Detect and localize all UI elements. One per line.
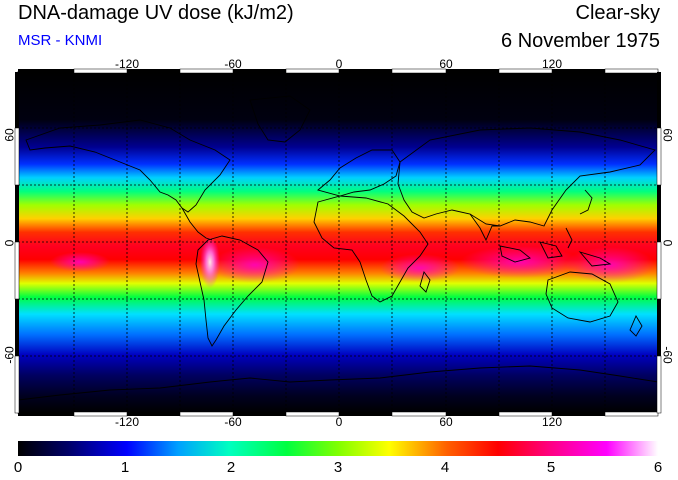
credit-label: MSR - KNMI — [18, 32, 103, 49]
colorbar-label: 2 — [226, 459, 236, 476]
lon-label-bottom: 0 — [335, 415, 343, 429]
lon-label-bottom: -60 — [224, 415, 242, 429]
lon-label-bottom: 120 — [541, 415, 563, 429]
lon-label-bottom: -120 — [114, 415, 140, 429]
colorbar-label: 3 — [333, 459, 343, 476]
colorbar-label: 6 — [653, 459, 663, 476]
map-title: DNA-damage UV dose (kJ/m2) — [18, 2, 294, 24]
colorbar-label: 1 — [120, 459, 130, 476]
lon-label-top: -60 — [224, 57, 242, 71]
coastlines — [18, 95, 658, 401]
date-label: 6 November 1975 — [501, 30, 660, 52]
colorbar-label: 4 — [440, 459, 450, 476]
sky-type-label: Clear-sky — [575, 2, 660, 24]
lon-label-top: 60 — [439, 57, 453, 71]
lon-label-top: 0 — [335, 57, 343, 71]
colorbar-label: 0 — [13, 459, 23, 476]
andes-highlight — [200, 236, 220, 288]
lon-label-bottom: 60 — [439, 415, 453, 429]
lon-label-top: 120 — [541, 57, 563, 71]
lon-label-top: -120 — [114, 57, 140, 71]
colorbar — [18, 441, 658, 456]
colorbar-label: 5 — [546, 459, 556, 476]
graticule — [18, 72, 658, 413]
map-frame — [14, 68, 662, 417]
